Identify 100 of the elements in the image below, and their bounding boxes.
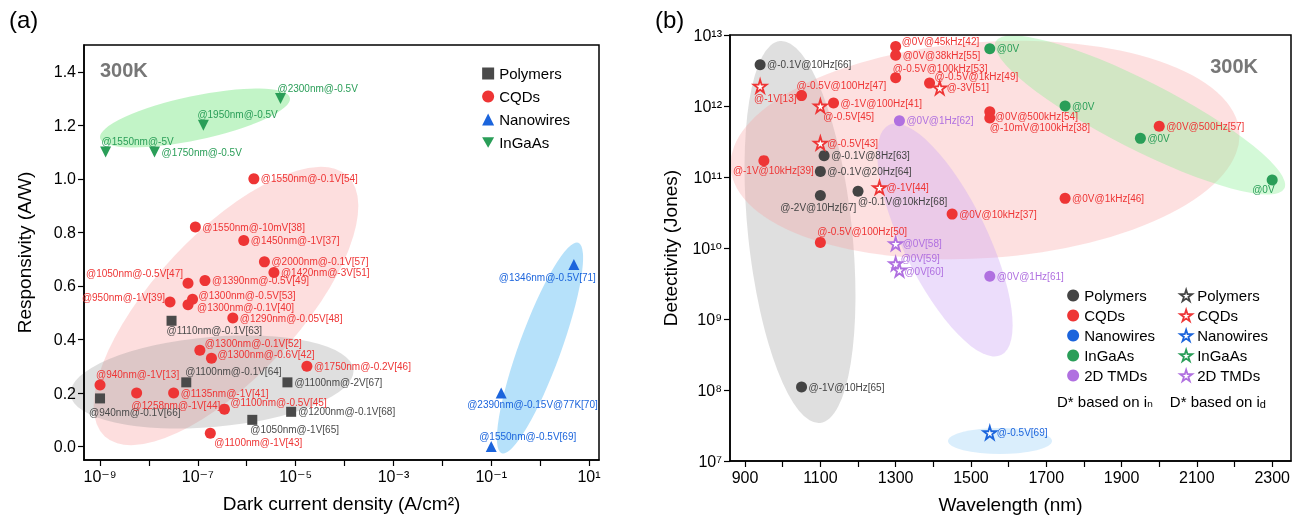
point — [1153, 120, 1165, 132]
x-tick-label: 10¹ — [577, 467, 601, 485]
x-tick-label: 2300 — [1254, 468, 1291, 486]
data-label: @-0.5V[43] — [827, 137, 879, 149]
y-tick-label: 10⁸ — [697, 381, 722, 399]
point — [754, 59, 766, 71]
x-axis-title: Wavelength (nm) — [938, 494, 1083, 515]
x-tick-label: 1100 — [803, 468, 838, 486]
data-label: @-3V[51] — [946, 82, 990, 94]
point — [814, 189, 826, 201]
x-tick-label: 1900 — [1103, 468, 1140, 486]
legend-label: Nanowires — [499, 111, 571, 128]
legend-label: CQDs — [1084, 307, 1125, 324]
point — [1134, 132, 1146, 144]
data-label: @1050nm@-1V[65] — [250, 424, 340, 436]
data-label: @-1V@100Hz[41] — [840, 97, 923, 109]
data-label: @0V[58] — [902, 238, 942, 250]
x-tick-label: 10⁻³ — [377, 467, 410, 485]
point — [751, 76, 769, 96]
data-label: @1100nm@-2V[67] — [294, 376, 383, 388]
y-tick-label: 1.4 — [53, 63, 77, 81]
data-label: @1550nm@-10mV[38] — [202, 221, 306, 233]
annotation: @0V — [996, 43, 1020, 55]
y-tick-label: 0.6 — [53, 277, 77, 295]
y-tick-label: 10¹² — [693, 97, 723, 115]
point — [984, 270, 996, 282]
x-axis-title: Dark current density (A/cm²) — [222, 493, 461, 514]
y-axis-title: Detectivity (Jones) — [660, 169, 681, 327]
y-axis-title: Responsivity (A/W) — [14, 171, 35, 334]
data-label: @0V@1kHz[46] — [1072, 192, 1145, 204]
point — [984, 43, 996, 55]
data-label: @2300nm@-0.5V — [277, 83, 359, 95]
data-label: @-1V[13] — [754, 92, 797, 104]
data-label: @-1V[44] — [886, 182, 930, 194]
data-label: @1450nm@-1V[37] — [250, 234, 340, 246]
data-label: @1550nm@-0.5V[69] — [479, 431, 577, 443]
x-tick-label: 1500 — [953, 468, 989, 486]
legend-label: InGaAs — [1084, 347, 1135, 364]
legend-label: Polymers — [1084, 287, 1147, 304]
annotation: D* based on iₙ — [1056, 393, 1154, 410]
x-tick-label: 10⁻⁷ — [181, 467, 215, 485]
annotation: 300K — [1210, 55, 1259, 77]
x-tick-label: 10⁻¹ — [475, 467, 508, 485]
point — [1266, 174, 1278, 186]
data-label: @-0.5V@100Hz[50] — [817, 225, 908, 237]
data-label: @1300nm@-0.6V[42] — [217, 348, 315, 360]
data-label: @2000nm@-0.1V[57] — [271, 256, 369, 268]
data-label: @1750nm@-0.5V — [161, 146, 243, 158]
point — [814, 165, 826, 177]
data-label: @1290nm@-0.05V[48] — [239, 312, 343, 324]
x-tick-label: 1300 — [877, 468, 914, 486]
data-label: @-0.5V@100Hz[47] — [796, 80, 887, 92]
point — [796, 90, 808, 102]
data-label: @1050nm@-0.5V[47] — [85, 267, 184, 279]
y-tick-label: 10¹¹ — [693, 168, 722, 186]
point — [1059, 100, 1071, 112]
data-label: @-0.5V[45] — [823, 110, 875, 122]
legend-label: 2D TMDs — [1197, 367, 1261, 384]
point — [982, 425, 998, 441]
data-label: @-1V@10kHz[39] — [732, 165, 814, 177]
x-tick-label: 10⁻⁵ — [279, 467, 313, 485]
point — [1059, 192, 1071, 204]
annotation: D* based on id — [1169, 393, 1267, 410]
point — [814, 236, 826, 248]
data-label: @1200nm@-0.1V[68] — [298, 406, 396, 418]
data-label: @1750nm@-0.2V[46] — [313, 360, 412, 372]
data-label: @1550nm@-0.1V[54] — [260, 173, 359, 185]
annotation: @0V — [1147, 132, 1171, 144]
data-label: @940nm@-1V[13] — [96, 368, 180, 380]
legend-label: CQDs — [499, 88, 540, 105]
data-label: @2390nm@-0.15V@77K[70] — [467, 398, 598, 410]
data-label: @1950nm@-0.5V — [197, 108, 279, 120]
data-label: @0V@500Hz[57] — [1166, 120, 1245, 132]
data-label: @-0.1V@20Hz[64] — [827, 165, 912, 177]
point — [924, 77, 936, 89]
y-tick-label: 10⁹ — [697, 310, 722, 328]
data-label: @1550nm@-5V — [101, 135, 174, 147]
data-label: @-0.5V[69] — [996, 427, 1048, 439]
point — [893, 115, 905, 127]
y-tick-label: 10¹⁰ — [692, 239, 722, 257]
data-label: @0V@38kHz[55] — [902, 49, 981, 61]
data-label: @1110nm@-0.1V[63] — [166, 325, 263, 337]
y-tick-label: 0.0 — [53, 438, 77, 456]
legend-label: CQDs — [1197, 307, 1238, 324]
chart-title: (b) — [655, 5, 685, 33]
annotation: @0V — [1072, 100, 1095, 112]
y-tick-label: 1.2 — [53, 116, 77, 134]
data-label: @0V@1Hz[62] — [906, 115, 974, 127]
legend-label: InGaAs — [499, 134, 550, 151]
point — [818, 150, 830, 162]
data-label: @1300nm@-0.1V[40] — [197, 302, 295, 314]
legend-label: Polymers — [1197, 287, 1260, 304]
data-label: @-10mV@100kHz[38] — [989, 122, 1091, 134]
data-label: @0V@1Hz[61] — [996, 270, 1065, 282]
x-tick-label: 900 — [731, 468, 759, 486]
data-label: @-2V@10Hz[67] — [780, 201, 857, 213]
data-label: @-1V@10Hz[65] — [808, 381, 885, 393]
point — [852, 185, 864, 197]
legend-label: 2D TMDs — [1084, 367, 1148, 384]
legend-label: InGaAs — [1197, 347, 1248, 364]
